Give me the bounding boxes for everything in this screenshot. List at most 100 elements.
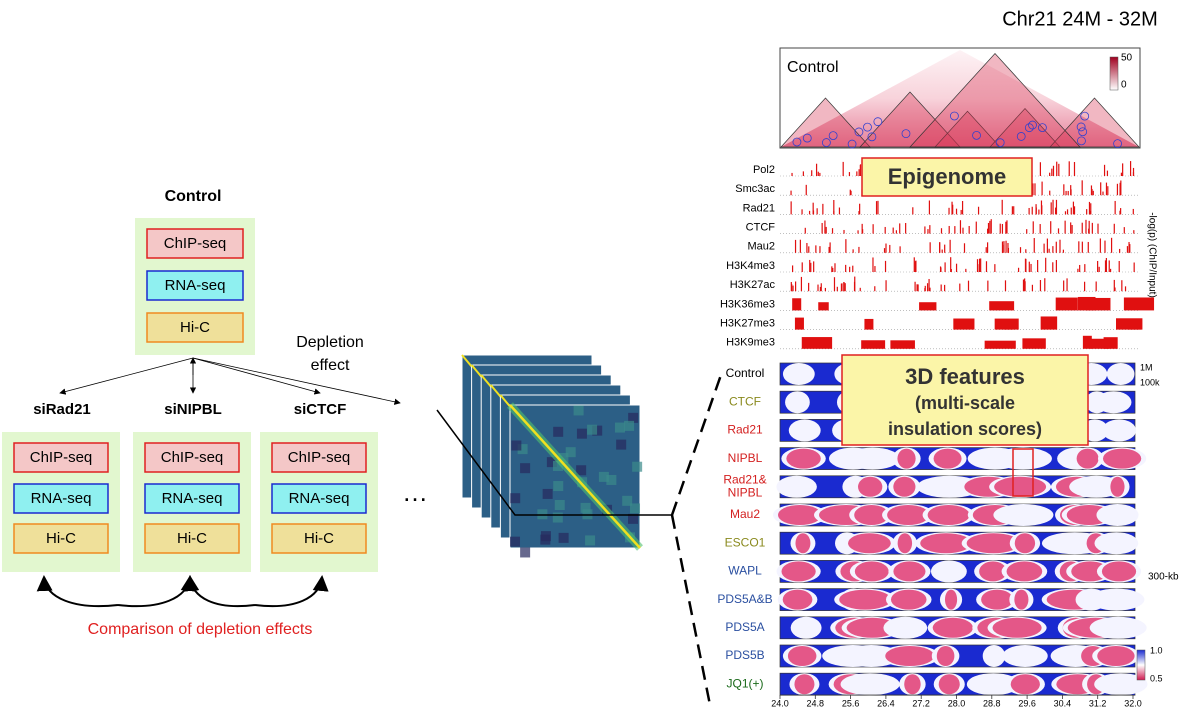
assay-box xyxy=(144,483,240,514)
signal xyxy=(1122,163,1124,176)
signal xyxy=(1056,161,1058,176)
signal xyxy=(1019,247,1022,253)
row-label: Control xyxy=(726,366,765,380)
colorbar-label: 1.0 xyxy=(1150,645,1163,655)
loop xyxy=(867,132,877,142)
signal xyxy=(859,203,861,215)
features-box xyxy=(841,354,1089,446)
signal xyxy=(940,228,943,234)
signal xyxy=(1066,278,1068,292)
signal xyxy=(1132,167,1135,176)
signal xyxy=(799,239,801,253)
x-tick-label: 24.8 xyxy=(807,698,825,708)
assay-box xyxy=(271,523,367,554)
assay-box xyxy=(144,523,240,554)
signal xyxy=(1126,246,1129,253)
signal xyxy=(842,161,844,176)
signal xyxy=(812,202,814,215)
signal xyxy=(875,201,878,215)
signal xyxy=(817,171,819,176)
insulation-white xyxy=(1102,419,1137,442)
signal xyxy=(1049,172,1051,176)
hic-block xyxy=(606,474,617,485)
hic-block xyxy=(510,493,521,504)
insulation-white xyxy=(1089,616,1147,639)
signal xyxy=(1050,202,1052,215)
signal xyxy=(849,189,851,196)
signal xyxy=(1086,209,1088,215)
signal xyxy=(884,226,886,234)
signal xyxy=(914,281,916,292)
assay-label: RNA-seq xyxy=(31,490,92,507)
signal xyxy=(1024,258,1027,272)
loop xyxy=(1078,127,1088,137)
loop xyxy=(1016,132,1026,141)
track-label: Mau2 xyxy=(747,241,775,253)
signal xyxy=(859,164,861,176)
signal xyxy=(1132,208,1134,215)
hic-block xyxy=(576,465,587,476)
signal xyxy=(1048,248,1050,253)
signal xyxy=(940,267,942,272)
insulation-red xyxy=(1010,674,1040,695)
insulation-red xyxy=(1076,448,1099,469)
signal xyxy=(962,227,964,234)
signal xyxy=(817,284,819,292)
signal xyxy=(849,266,851,272)
signal xyxy=(1001,199,1003,215)
assay-box xyxy=(146,312,244,343)
signal xyxy=(1081,222,1083,234)
insulation-red xyxy=(932,617,973,638)
condition-label: siCTCF xyxy=(294,401,347,418)
signal xyxy=(845,239,847,253)
signal xyxy=(929,225,931,234)
hic-block xyxy=(552,512,563,523)
signal xyxy=(1066,209,1069,215)
signal xyxy=(1064,220,1066,234)
signal xyxy=(833,277,836,292)
signal xyxy=(1102,191,1104,196)
signal xyxy=(954,226,956,234)
signal xyxy=(794,281,797,292)
signal xyxy=(811,170,813,176)
insulation-white xyxy=(1095,391,1132,414)
hic-block xyxy=(628,412,639,423)
signal xyxy=(862,229,864,234)
signal xyxy=(924,226,926,234)
hic-block xyxy=(554,500,565,511)
loop xyxy=(822,138,831,147)
row-label: ESCO1 xyxy=(725,535,766,549)
signal xyxy=(1081,241,1083,253)
insulation-red xyxy=(1101,561,1137,582)
insulation-red xyxy=(966,533,1021,554)
assay-box xyxy=(271,483,367,514)
signal xyxy=(924,285,926,292)
signal xyxy=(834,263,836,272)
signal xyxy=(852,265,854,272)
workflow: Control ChIP-seq RNA-seq Hi-C Depletion effec… xyxy=(2,188,428,638)
signal xyxy=(1052,165,1055,176)
colorbar xyxy=(1136,649,1146,681)
signal xyxy=(1003,241,1005,253)
track-label: Smc3ac xyxy=(735,183,775,195)
x-tick-label: 29.6 xyxy=(1018,698,1036,708)
signal xyxy=(1030,263,1032,272)
signal xyxy=(1129,244,1131,253)
track-label: Rad21 xyxy=(743,202,775,214)
signal xyxy=(841,283,843,292)
row-label: Rad21& xyxy=(723,472,766,486)
insulation-white xyxy=(930,560,967,583)
signal xyxy=(800,276,803,292)
comparison-arrow xyxy=(117,575,197,608)
signal xyxy=(1120,208,1122,215)
insulation-red xyxy=(1110,476,1125,497)
signal xyxy=(1114,200,1116,215)
signal xyxy=(994,318,1019,330)
signal xyxy=(848,172,851,176)
signal xyxy=(1070,207,1072,215)
loop xyxy=(854,127,864,137)
signal xyxy=(1079,264,1081,272)
signal xyxy=(821,222,823,234)
signal xyxy=(1106,170,1109,176)
